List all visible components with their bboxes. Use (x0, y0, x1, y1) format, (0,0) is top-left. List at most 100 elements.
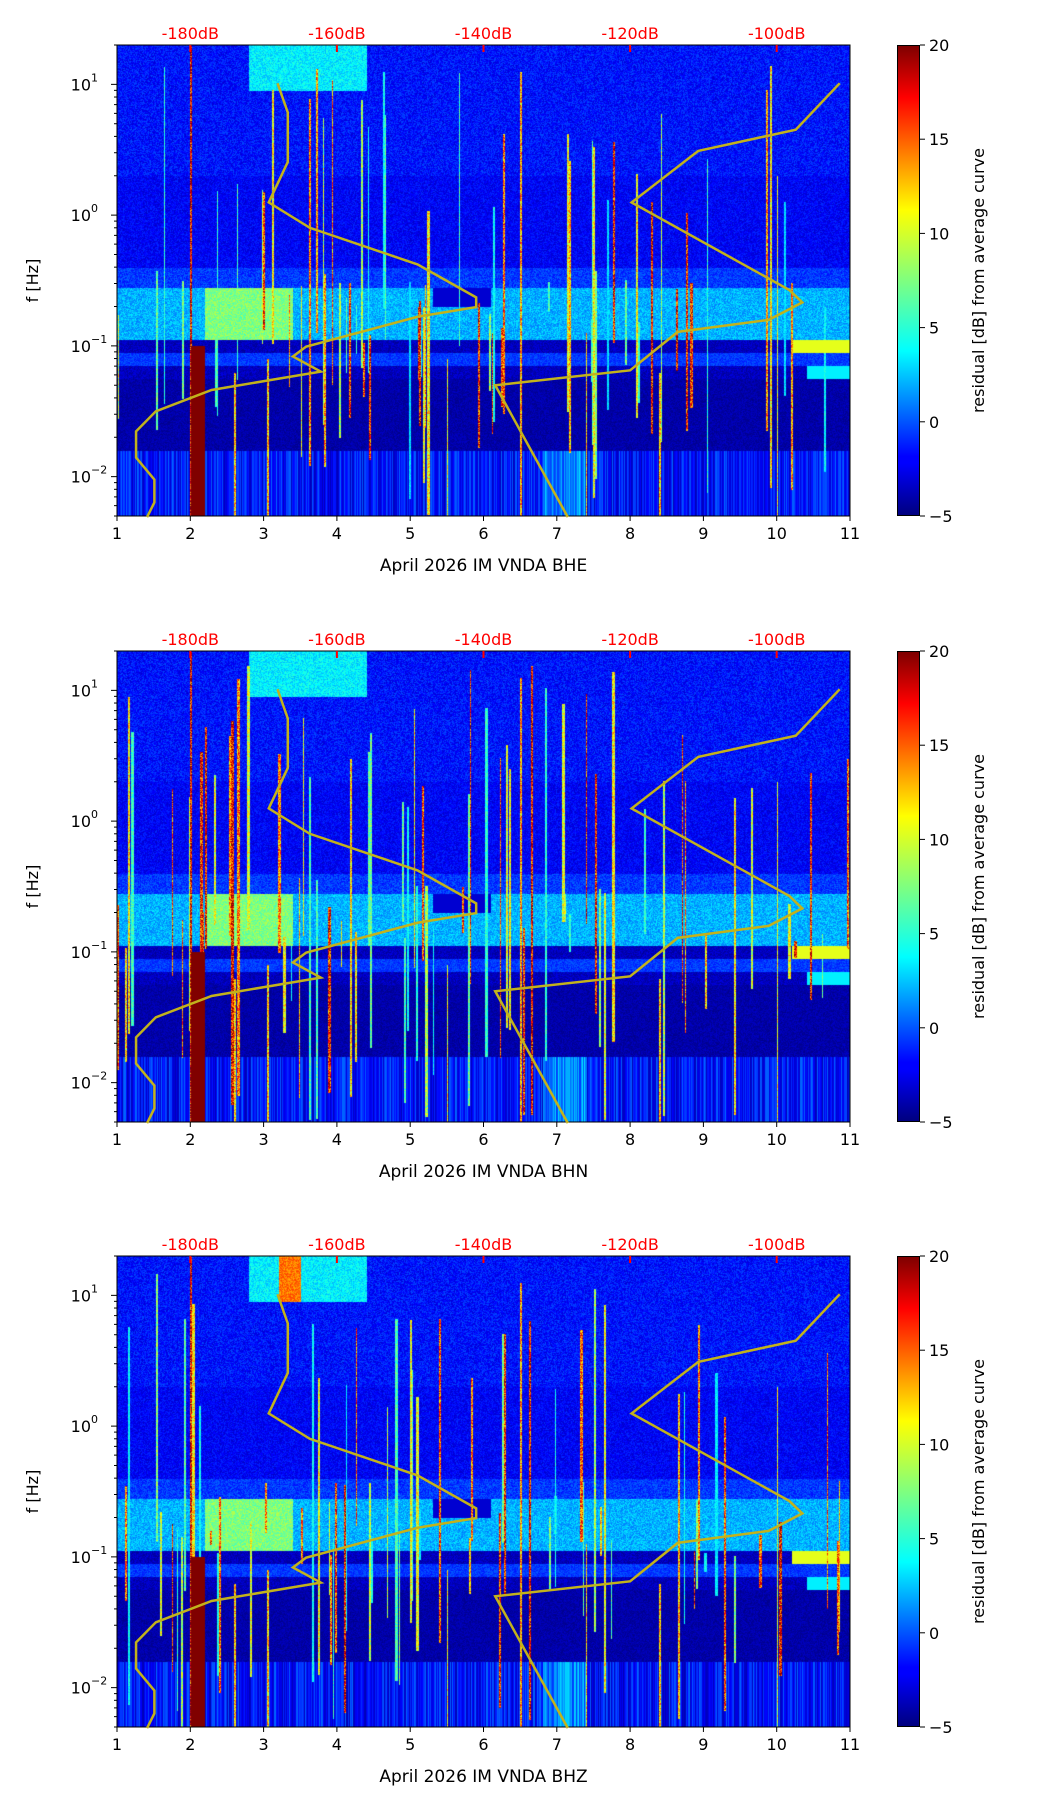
colorbar-tick-label: 10 (929, 1435, 949, 1454)
x-tick-label: 11 (840, 1130, 860, 1149)
plot-frame-bhn (116, 650, 851, 1123)
x-tick-label: 9 (698, 1735, 708, 1754)
y-tick-label-base: 10 (71, 206, 91, 225)
x-tick-label: 5 (405, 1735, 415, 1754)
y-tick-label-exponent: −2 (91, 464, 107, 477)
y-tick-label-exponent: −2 (91, 1675, 107, 1688)
x-tick-label: 11 (840, 1735, 860, 1754)
x-tick-label: 3 (259, 1130, 269, 1149)
x-tick-label: 3 (259, 1735, 269, 1754)
colorbar-bhe (897, 45, 920, 516)
y-tick-label-base: 10 (71, 1548, 91, 1567)
colorbar-label: residual [dB] from average curve (969, 1359, 988, 1624)
y-tick-label-base: 10 (71, 1074, 91, 1093)
x-tick-label: 2 (185, 1130, 195, 1149)
top-axis-db-label: -120dB (601, 24, 658, 43)
x-tick-label: 2 (185, 1735, 195, 1754)
colorbar-tick-label: −5 (929, 507, 953, 526)
colorbar-tick-label: 15 (929, 130, 949, 149)
x-tick-label: 7 (552, 524, 562, 543)
x-tick-label: 6 (478, 1735, 488, 1754)
top-axis-db-label: -160dB (308, 1235, 365, 1254)
y-axis-label: f [Hz] (23, 865, 42, 909)
x-tick-label: 10 (767, 524, 787, 543)
y-tick-label-base: 10 (71, 1286, 91, 1305)
spectrogram-bhn (117, 651, 850, 1122)
x-axis-title-bhe: April 2026 IM VNDA BHE (379, 556, 588, 576)
y-tick-label-exponent: −1 (91, 333, 107, 346)
x-tick-label: 4 (332, 524, 342, 543)
x-tick-label: 11 (840, 524, 860, 543)
y-tick-label-exponent: −1 (91, 939, 107, 952)
colorbar-tick-label: 10 (929, 830, 949, 849)
y-tick-label-exponent: −1 (91, 1544, 107, 1557)
y-tick-label-exponent: −2 (91, 1070, 107, 1083)
noise-model-curve-low-noise-model-bhz (134, 1293, 478, 1729)
x-tick-label: 4 (332, 1735, 342, 1754)
colorbar-bhn (897, 651, 920, 1122)
x-tick-label: 1 (112, 524, 122, 543)
colorbar-tick-label: 5 (929, 925, 939, 944)
y-tick-label-base: 10 (71, 1417, 91, 1436)
colorbar-tick-label: 5 (929, 1530, 939, 1549)
top-axis-db-label: -120dB (601, 1235, 658, 1254)
y-tick-label-exponent: 1 (91, 1282, 98, 1295)
top-axis-db-label: -180dB (162, 630, 219, 649)
y-tick-label-base: 10 (71, 337, 91, 356)
colorbar-tick-label: 0 (929, 1019, 939, 1038)
y-tick-label-exponent: 1 (91, 71, 98, 84)
colorbar-tick-label: 10 (929, 224, 949, 243)
y-tick-label-base: 10 (71, 681, 91, 700)
x-tick-label: 6 (478, 1130, 488, 1149)
x-tick-label: 1 (112, 1130, 122, 1149)
noise-model-curve-low-noise-model-bhe (134, 82, 478, 518)
colorbar-tick-label: 15 (929, 1341, 949, 1360)
noise-model-curve-high-noise-model-bhz (493, 1293, 841, 1729)
y-tick-label-exponent: 1 (91, 677, 98, 690)
top-axis-db-label: -100dB (748, 630, 805, 649)
colorbar-tick-label: 15 (929, 736, 949, 755)
y-tick-label-base: 10 (71, 75, 91, 94)
y-axis-label: f [Hz] (23, 259, 42, 303)
spectrogram-bhz (117, 1256, 850, 1727)
colorbar-label: residual [dB] from average curve (969, 148, 988, 413)
colorbar-tick-label: −5 (929, 1718, 953, 1737)
spectrogram-bhe (117, 45, 850, 516)
y-tick-label-base: 10 (71, 1679, 91, 1698)
colorbar-tick-label: 0 (929, 413, 939, 432)
y-tick-label-exponent: 0 (91, 202, 98, 215)
colorbar-label: residual [dB] from average curve (969, 754, 988, 1019)
top-axis-db-label: -100dB (748, 1235, 805, 1254)
x-tick-label: 6 (478, 524, 488, 543)
noise-model-curve-low-noise-model-bhn (134, 688, 478, 1124)
noise-model-curve-high-noise-model-bhe (493, 82, 841, 518)
x-tick-label: 9 (698, 1130, 708, 1149)
top-axis-db-label: -180dB (162, 24, 219, 43)
top-axis-db-label: -140dB (455, 24, 512, 43)
x-tick-label: 9 (698, 524, 708, 543)
top-axis-db-label: -180dB (162, 1235, 219, 1254)
plot-frame-bhe (116, 44, 851, 517)
x-tick-label: 2 (185, 524, 195, 543)
x-axis-title-bhn: April 2026 IM VNDA BHN (378, 1162, 589, 1182)
x-tick-label: 8 (625, 1735, 635, 1754)
y-tick-label-base: 10 (71, 812, 91, 831)
top-axis-db-label: -100dB (748, 24, 805, 43)
y-tick-label-exponent: 0 (91, 808, 98, 821)
x-tick-label: 7 (552, 1735, 562, 1754)
x-tick-label: 7 (552, 1130, 562, 1149)
x-tick-label: 3 (259, 524, 269, 543)
x-tick-label: 10 (767, 1130, 787, 1149)
y-tick-label-base: 10 (71, 943, 91, 962)
colorbar-tick-label: 20 (929, 1247, 949, 1266)
colorbar-tick-label: 0 (929, 1624, 939, 1643)
top-axis-db-label: -160dB (308, 630, 365, 649)
x-axis-title-bhz: April 2026 IM VNDA BHZ (379, 1767, 588, 1787)
noise-model-curve-high-noise-model-bhn (493, 688, 841, 1124)
colorbar-tick-label: 20 (929, 36, 949, 55)
top-axis-db-label: -140dB (455, 1235, 512, 1254)
top-axis-db-label: -120dB (601, 630, 658, 649)
x-tick-label: 5 (405, 1130, 415, 1149)
x-tick-label: 4 (332, 1130, 342, 1149)
plot-frame-bhz (116, 1255, 851, 1728)
